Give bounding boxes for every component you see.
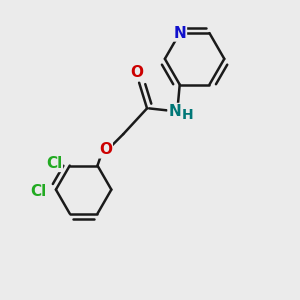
Text: O: O (130, 65, 144, 80)
Text: Cl: Cl (46, 156, 62, 171)
Text: O: O (99, 142, 112, 158)
Text: H: H (182, 108, 194, 122)
Text: N: N (168, 104, 181, 119)
Text: N: N (173, 26, 186, 40)
Text: Cl: Cl (30, 184, 46, 199)
